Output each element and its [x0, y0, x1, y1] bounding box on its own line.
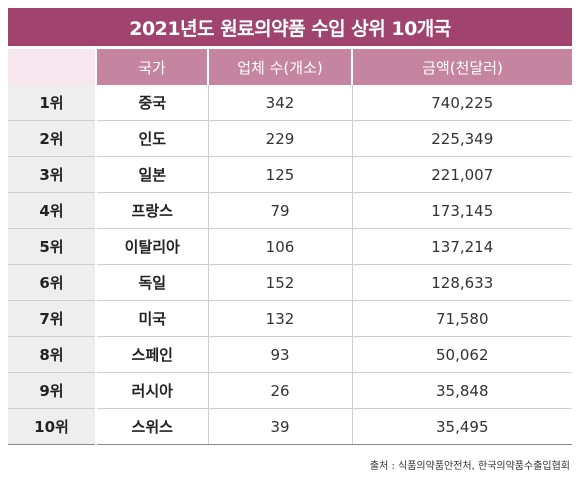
- table-row: 6위 독일 152 128,633: [8, 264, 572, 301]
- count-cell: 79: [208, 192, 353, 229]
- rank-cell: 5위: [8, 228, 97, 265]
- count-cell: 93: [208, 336, 353, 373]
- rank-cell: 3위: [8, 156, 97, 193]
- table-row: 1위 중국 342 740,225: [8, 85, 572, 121]
- table-title: 2021년도 원료의약품 수입 상위 10개국: [8, 8, 572, 46]
- country-cell: 인도: [96, 120, 209, 157]
- amount-cell: 225,349: [352, 120, 572, 157]
- rank-cell: 2위: [8, 120, 97, 157]
- table-row: 4위 프랑스 79 173,145: [8, 192, 572, 229]
- rank-cell: 1위: [8, 85, 97, 121]
- amount-cell: 128,633: [352, 264, 572, 301]
- table-row: 5위 이탈리아 106 137,214: [8, 228, 572, 265]
- count-cell: 342: [208, 85, 353, 121]
- table-row: 10위 스위스 39 35,495: [8, 408, 572, 445]
- amount-cell: 173,145: [352, 192, 572, 229]
- header-country: 국가: [96, 49, 209, 85]
- country-cell: 독일: [96, 264, 209, 301]
- amount-cell: 137,214: [352, 228, 572, 265]
- country-cell: 스위스: [96, 408, 209, 445]
- country-cell: 이탈리아: [96, 228, 209, 265]
- import-table: 국가 업체 수(개소) 금액(천달러) 1위 중국 342 740,225 2위…: [8, 49, 572, 445]
- header-amount: 금액(천달러): [352, 49, 572, 85]
- header-count: 업체 수(개소): [208, 49, 353, 85]
- amount-cell: 71,580: [352, 300, 572, 337]
- table-row: 9위 러시아 26 35,848: [8, 372, 572, 409]
- header-corner: [8, 49, 97, 85]
- amount-cell: 740,225: [352, 85, 572, 121]
- count-cell: 229: [208, 120, 353, 157]
- count-cell: 106: [208, 228, 353, 265]
- rank-cell: 6위: [8, 264, 97, 301]
- country-cell: 러시아: [96, 372, 209, 409]
- country-cell: 중국: [96, 85, 209, 121]
- country-cell: 프랑스: [96, 192, 209, 229]
- count-cell: 39: [208, 408, 353, 445]
- table-row: 8위 스페인 93 50,062: [8, 336, 572, 373]
- count-cell: 125: [208, 156, 353, 193]
- rank-cell: 7위: [8, 300, 97, 337]
- country-cell: 미국: [96, 300, 209, 337]
- country-cell: 스페인: [96, 336, 209, 373]
- source-note: 출처 : 식품의약품안전처, 한국의약품수출입협회: [369, 461, 570, 472]
- table-row: 2위 인도 229 225,349: [8, 120, 572, 157]
- count-cell: 152: [208, 264, 353, 301]
- amount-cell: 35,848: [352, 372, 572, 409]
- country-cell: 일본: [96, 156, 209, 193]
- table-row: 3위 일본 125 221,007: [8, 156, 572, 193]
- rank-cell: 10위: [8, 408, 97, 445]
- count-cell: 26: [208, 372, 353, 409]
- rank-cell: 4위: [8, 192, 97, 229]
- amount-cell: 221,007: [352, 156, 572, 193]
- table-row: 7위 미국 132 71,580: [8, 300, 572, 337]
- header-row: 국가 업체 수(개소) 금액(천달러): [8, 49, 572, 85]
- count-cell: 132: [208, 300, 353, 337]
- amount-cell: 35,495: [352, 408, 572, 445]
- rank-cell: 9위: [8, 372, 97, 409]
- amount-cell: 50,062: [352, 336, 572, 373]
- rank-cell: 8위: [8, 336, 97, 373]
